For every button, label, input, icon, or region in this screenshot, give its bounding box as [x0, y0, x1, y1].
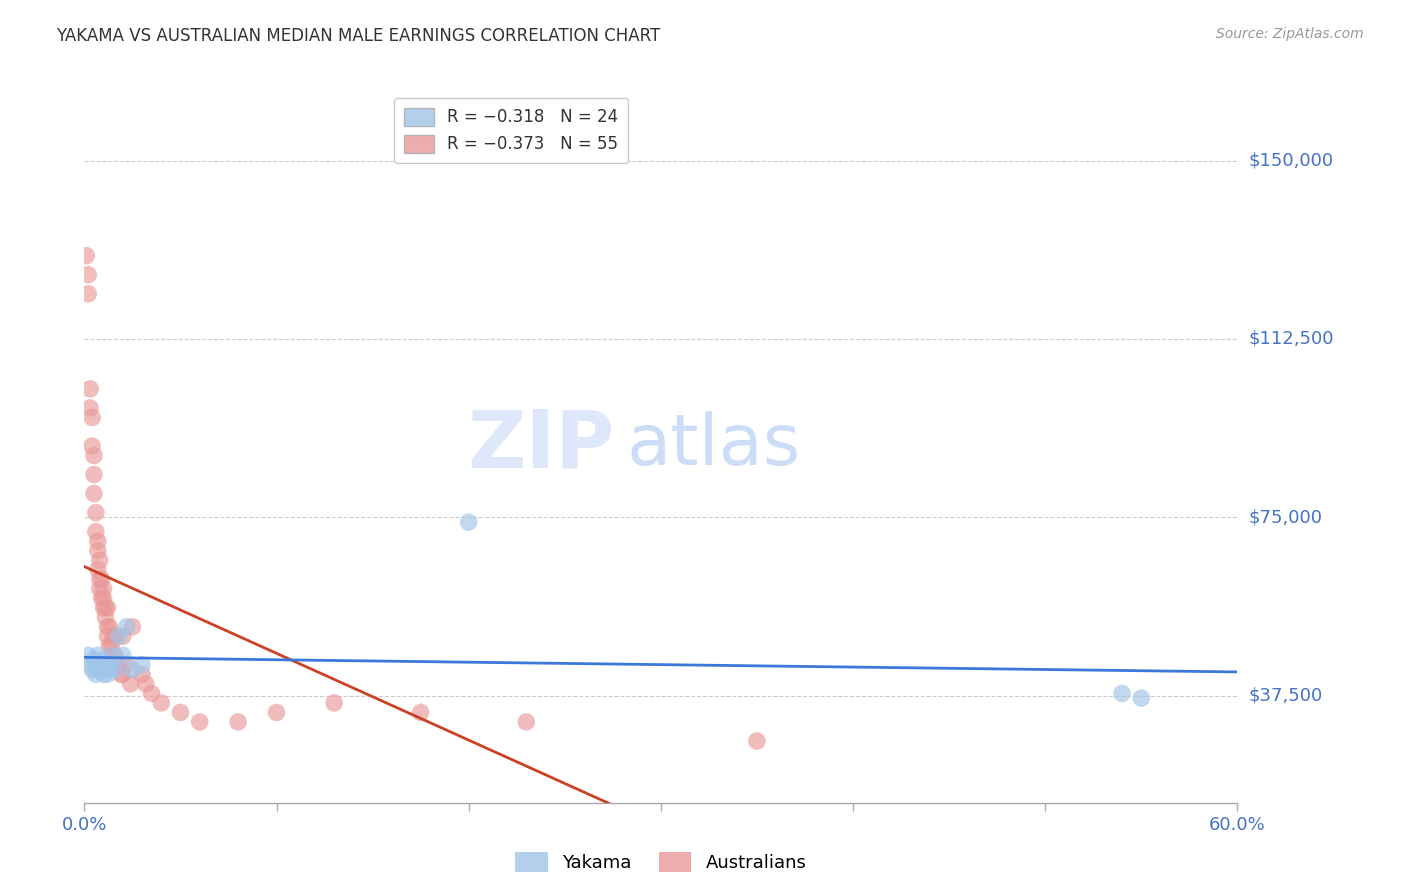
Point: [89, 553, 111, 567]
Point: [90, 591, 112, 606]
Point: [98, 639, 121, 653]
Point: [93, 667, 115, 681]
Point: [83, 467, 105, 482]
Point: [103, 648, 124, 663]
Text: YAKAMA VS AUSTRALIAN MEDIAN MALE EARNINGS CORRELATION CHART: YAKAMA VS AUSTRALIAN MEDIAN MALE EARNING…: [56, 27, 661, 45]
Point: [93, 600, 115, 615]
Point: [1130, 691, 1153, 706]
Point: [135, 677, 157, 691]
Text: $112,500: $112,500: [1249, 330, 1334, 348]
Point: [87, 534, 110, 549]
Legend: Yakama, Australians: Yakama, Australians: [508, 845, 814, 880]
Point: [141, 686, 163, 700]
Point: [323, 696, 346, 710]
Point: [90, 653, 112, 667]
Point: [104, 629, 127, 643]
Point: [75, 249, 97, 263]
Point: [96, 667, 118, 681]
Point: [110, 667, 132, 681]
Point: [79, 657, 101, 672]
Point: [90, 572, 112, 586]
Point: [94, 610, 117, 624]
Point: [84, 506, 107, 520]
Point: [115, 620, 138, 634]
Point: [98, 663, 121, 677]
Point: [77, 286, 100, 301]
Text: $37,500: $37,500: [1249, 687, 1323, 705]
Point: [169, 706, 191, 720]
Point: [115, 657, 138, 672]
Point: [103, 629, 124, 643]
Point: [111, 667, 134, 681]
Point: [111, 629, 134, 643]
Point: [111, 648, 134, 663]
Point: [89, 582, 111, 596]
Point: [96, 600, 118, 615]
Point: [79, 382, 101, 396]
Point: [105, 657, 128, 672]
Point: [745, 734, 768, 748]
Text: $150,000: $150,000: [1249, 152, 1334, 169]
Point: [1111, 686, 1133, 700]
Text: $75,000: $75,000: [1249, 508, 1323, 526]
Point: [77, 648, 100, 663]
Text: Source: ZipAtlas.com: Source: ZipAtlas.com: [1216, 27, 1364, 41]
Point: [87, 648, 110, 663]
Point: [188, 714, 211, 729]
Point: [94, 600, 117, 615]
Point: [87, 563, 110, 577]
Point: [457, 515, 479, 529]
Point: [131, 657, 153, 672]
Point: [96, 620, 118, 634]
Point: [104, 663, 127, 677]
Point: [226, 714, 249, 729]
Point: [104, 648, 127, 663]
Point: [96, 629, 118, 643]
Point: [79, 401, 101, 415]
Point: [93, 591, 115, 606]
Point: [121, 620, 143, 634]
Point: [84, 667, 107, 681]
Point: [80, 410, 103, 425]
Point: [131, 667, 153, 681]
Point: [80, 663, 103, 677]
Text: ZIP: ZIP: [467, 407, 614, 485]
Point: [150, 696, 173, 710]
Text: atlas: atlas: [626, 411, 800, 481]
Point: [100, 639, 122, 653]
Point: [409, 706, 432, 720]
Point: [89, 663, 111, 677]
Point: [89, 572, 111, 586]
Point: [83, 653, 105, 667]
Point: [87, 543, 110, 558]
Point: [121, 663, 143, 677]
Point: [94, 657, 117, 672]
Point: [108, 629, 131, 643]
Point: [93, 582, 115, 596]
Point: [84, 524, 107, 539]
Point: [83, 449, 105, 463]
Point: [87, 657, 110, 672]
Point: [83, 486, 105, 500]
Point: [77, 268, 100, 282]
Point: [80, 439, 103, 453]
Point: [266, 706, 288, 720]
Point: [103, 648, 124, 663]
Point: [100, 657, 122, 672]
Point: [515, 714, 537, 729]
Point: [120, 677, 142, 691]
Point: [98, 620, 121, 634]
Point: [108, 657, 131, 672]
